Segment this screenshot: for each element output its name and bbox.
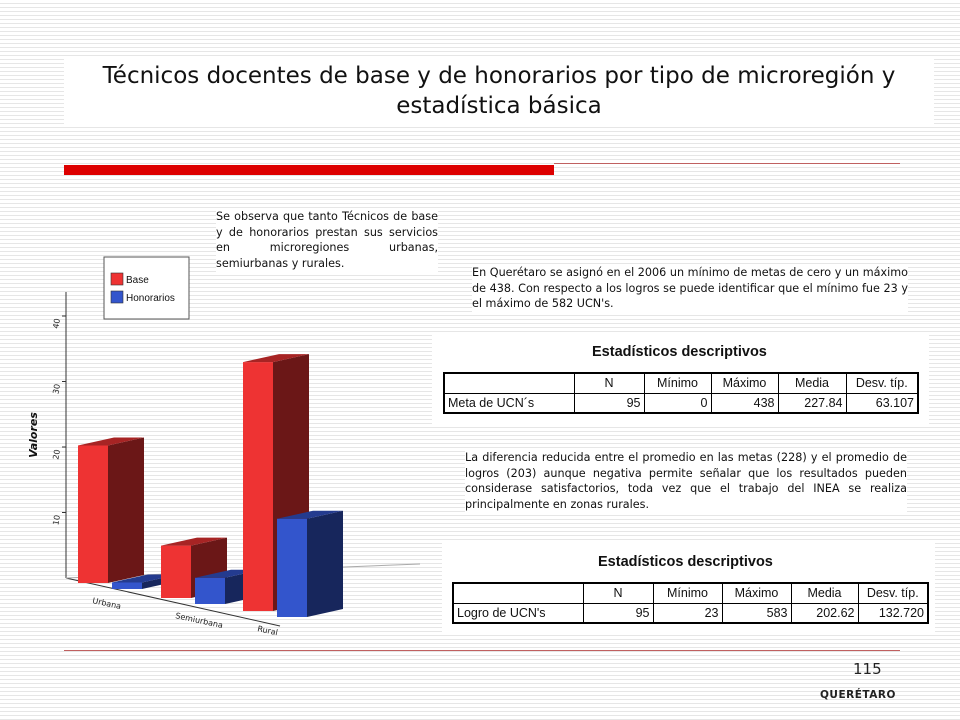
header-mean: Media (777, 372, 847, 394)
bar-honorarios-urbana-front (112, 582, 142, 589)
footer-state-label: QUERÉTARO (820, 689, 896, 701)
bar-base-semiurbana-top (161, 537, 227, 546)
stats-header-row: N Mínimo Máximo Media Desv. típ. (443, 372, 919, 394)
legend-box (103, 256, 190, 320)
header-std: Desv. típ. (845, 372, 919, 394)
y-tick-label: 40 (51, 318, 62, 330)
stats-table-achievements: Estadísticos descriptivos N Mínimo Máxim… (442, 543, 935, 633)
stats-title: Estadísticos descriptivos (598, 554, 773, 570)
bar-base-urbana-top (78, 437, 144, 446)
y-tick-label: 10 (51, 514, 62, 526)
header-std: Desv. típ. (857, 582, 929, 604)
stats-header-row: N Mínimo Máximo Media Desv. típ. (452, 582, 929, 604)
paragraph-goals: En Querétaro se asignó en el 2006 un mín… (472, 265, 908, 315)
value-n: 95 (573, 392, 645, 414)
y-axis-label: Valores (27, 412, 40, 458)
divider-line (554, 163, 900, 164)
header-mean: Media (790, 582, 859, 604)
bar-honorarios-rural-front (277, 518, 307, 617)
paragraph-microregions: Se observa que tanto Técnicos de base y … (216, 209, 438, 273)
value-max: 583 (721, 602, 792, 624)
footer-line (64, 650, 900, 651)
header-max: Máximo (721, 582, 792, 604)
x-tick-label: Rural (257, 624, 279, 637)
y-tick-label: 30 (51, 383, 62, 395)
header-n: N (573, 372, 645, 394)
value-n: 95 (582, 602, 654, 624)
legend-label-base: Base (126, 275, 149, 286)
legend-label-honorarios: Honorarios (126, 293, 175, 304)
bar-honorarios-semiurbana-front (195, 577, 225, 604)
paragraph-difference: La diferencia reducida entre el promedio… (465, 450, 907, 514)
bar-honorarios-rural-top (277, 510, 343, 519)
page-number: 115 (853, 660, 882, 678)
stats-data-row: Logro de UCN's 95 23 583 202.62 132.720 (452, 602, 929, 624)
bar-base-semiurbana-front (161, 545, 191, 598)
header-max: Máximo (710, 372, 779, 394)
value-max: 438 (710, 392, 779, 414)
bar-base-urbana-front (78, 445, 108, 583)
x-tick-label: Semiurbana (175, 611, 224, 630)
header-empty (452, 582, 584, 604)
y-tick-label: 20 (51, 449, 62, 461)
slide-title: Técnicos docentes de base y de honorario… (64, 56, 934, 126)
stats-grid: N Mínimo Máximo Media Desv. típ. Logro d… (452, 582, 929, 624)
header-min: Mínimo (652, 582, 723, 604)
bar-honorarios-rural-side (307, 510, 343, 617)
bar-base-rural-front (243, 362, 273, 611)
value-std: 63.107 (845, 392, 919, 414)
x-tick-label: Urbana (92, 596, 122, 611)
floor-edge (65, 577, 281, 627)
header-n: N (582, 582, 654, 604)
value-mean: 227.84 (777, 392, 847, 414)
legend-swatch-honorarios (110, 290, 124, 304)
header-empty (443, 372, 575, 394)
value-min: 23 (652, 602, 723, 624)
stats-table-goals: Estadísticos descriptivos N Mínimo Máxim… (432, 333, 929, 426)
value-std: 132.720 (857, 602, 929, 624)
accent-bar (64, 165, 554, 175)
value-min: 0 (643, 392, 712, 414)
bar-base-rural-top (243, 354, 309, 363)
row-label: Meta de UCN´s (443, 392, 575, 414)
stats-grid: N Mínimo Máximo Media Desv. típ. Meta de… (443, 372, 919, 414)
row-label: Logro de UCN's (452, 602, 584, 624)
stats-data-row: Meta de UCN´s 95 0 438 227.84 63.107 (443, 392, 919, 414)
header-min: Mínimo (643, 372, 712, 394)
value-mean: 202.62 (790, 602, 859, 624)
bar-base-urbana-side (108, 437, 144, 583)
legend-swatch-base (110, 272, 124, 286)
stats-title: Estadísticos descriptivos (592, 344, 767, 360)
